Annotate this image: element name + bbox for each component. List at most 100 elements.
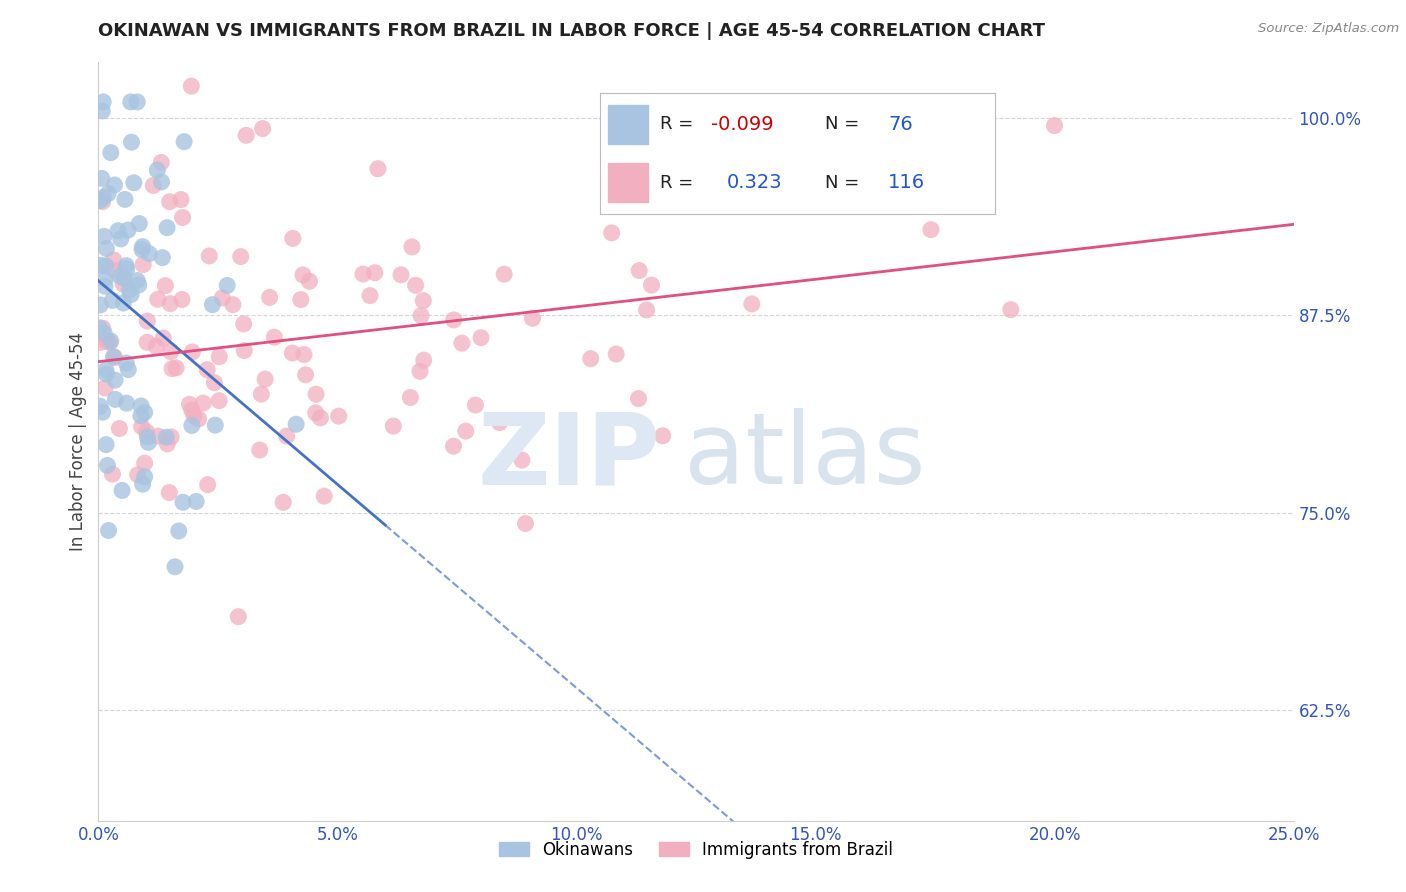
Point [412, 353, 434, 368]
Point [101, 293, 124, 308]
Point [510, 453, 533, 467]
Point [131, 477, 153, 491]
Point [94, 381, 117, 395]
Point [443, 439, 465, 453]
Point [180, 79, 202, 94]
Point [290, 293, 312, 307]
Point [108, 268, 131, 283]
Point [122, 176, 145, 190]
Point [90, 171, 112, 186]
Point [129, 399, 152, 413]
Point [129, 409, 152, 423]
Point [187, 412, 209, 426]
Point [94, 259, 117, 273]
Point [636, 302, 658, 317]
Point [136, 430, 159, 444]
Point [136, 314, 159, 328]
Point [235, 128, 257, 143]
Point [110, 232, 132, 246]
Point [91, 321, 114, 335]
Text: Source: ZipAtlas.com: Source: ZipAtlas.com [1258, 22, 1399, 36]
Point [115, 259, 138, 273]
Point [470, 331, 492, 345]
Point [202, 376, 225, 390]
Point [107, 224, 129, 238]
Point [412, 293, 434, 308]
Point [150, 175, 173, 189]
Point [108, 421, 131, 435]
Point [91, 194, 114, 209]
Point [96, 242, 118, 256]
Point [89, 298, 111, 312]
Point [281, 231, 304, 245]
Point [160, 361, 183, 376]
Point [305, 387, 328, 401]
Point [401, 240, 423, 254]
Point [120, 95, 142, 109]
Point [135, 425, 157, 439]
Text: ZIP: ZIP [477, 409, 661, 505]
Point [291, 268, 314, 282]
Point [146, 429, 169, 443]
Point [89, 321, 111, 335]
Point [112, 271, 135, 285]
Point [96, 334, 118, 349]
Point [93, 229, 115, 244]
Point [627, 392, 650, 406]
Point [494, 267, 516, 281]
Point [451, 336, 474, 351]
Point [294, 368, 316, 382]
Point [229, 250, 252, 264]
Point [103, 350, 125, 364]
Point [409, 309, 432, 323]
Point [292, 348, 315, 362]
Point [112, 296, 135, 310]
Point [128, 217, 150, 231]
Point [155, 278, 177, 293]
Point [127, 467, 149, 482]
Point [94, 437, 117, 451]
Point [640, 278, 662, 293]
Point [91, 95, 114, 109]
Point [181, 345, 204, 359]
Point [165, 360, 187, 375]
Point [367, 161, 389, 176]
Point [152, 331, 174, 345]
Point [443, 313, 465, 327]
Point [254, 372, 277, 386]
Point [97, 524, 120, 538]
Point [522, 311, 544, 326]
Point [201, 298, 224, 312]
Point [103, 263, 125, 277]
Point [211, 291, 233, 305]
Point [217, 278, 239, 293]
Point [195, 362, 218, 376]
Point [103, 252, 125, 267]
Point [111, 483, 134, 498]
Text: atlas: atlas [685, 409, 925, 505]
Point [948, 111, 970, 125]
Point [120, 287, 142, 301]
Point [91, 405, 114, 419]
Point [364, 266, 387, 280]
Point [146, 293, 169, 307]
Point [91, 190, 114, 204]
Point [488, 416, 510, 430]
Point [156, 437, 179, 451]
Point [138, 246, 160, 260]
Point [156, 220, 179, 235]
Point [454, 424, 477, 438]
Point [853, 194, 876, 208]
Point [100, 334, 122, 348]
Point [117, 362, 139, 376]
Point [160, 430, 183, 444]
Point [233, 343, 256, 358]
Point [183, 409, 205, 423]
Point [134, 405, 156, 419]
Point [359, 288, 381, 302]
Point [128, 277, 150, 292]
Point [935, 185, 957, 199]
Point [309, 411, 332, 425]
Point [163, 559, 186, 574]
Point [298, 274, 321, 288]
